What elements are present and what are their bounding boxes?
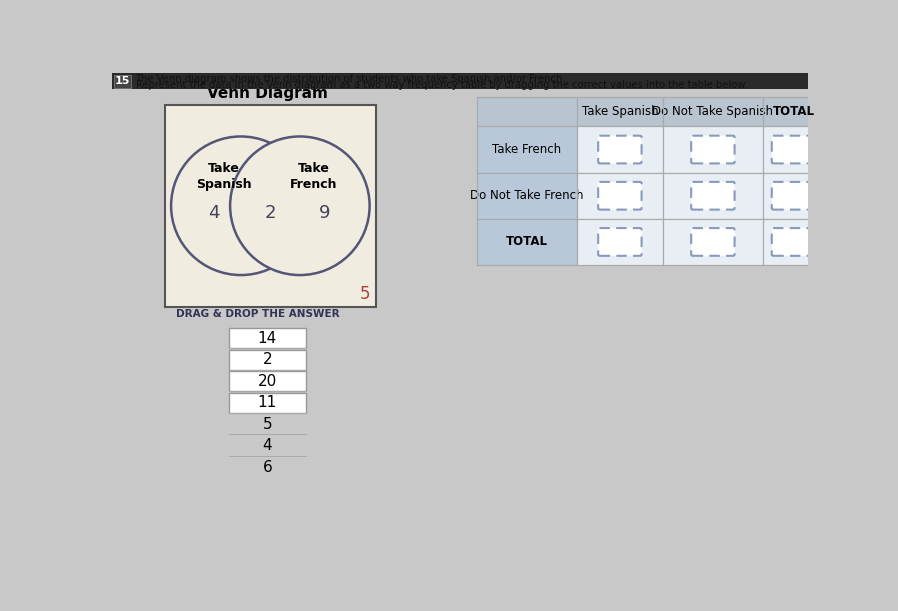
Text: Take
French: Take French (290, 162, 338, 191)
FancyBboxPatch shape (663, 219, 763, 265)
FancyBboxPatch shape (477, 97, 577, 126)
FancyBboxPatch shape (114, 75, 131, 88)
Text: 5: 5 (262, 417, 272, 432)
FancyBboxPatch shape (228, 371, 306, 391)
FancyBboxPatch shape (228, 393, 306, 413)
Text: 9: 9 (319, 205, 330, 222)
Text: 2: 2 (262, 353, 272, 367)
FancyBboxPatch shape (663, 173, 763, 219)
FancyBboxPatch shape (771, 228, 815, 256)
FancyBboxPatch shape (598, 136, 641, 163)
Text: 6: 6 (262, 460, 272, 475)
FancyBboxPatch shape (663, 126, 763, 173)
Text: Take
Spanish: Take Spanish (196, 162, 251, 191)
Text: 11: 11 (258, 395, 277, 411)
FancyBboxPatch shape (577, 97, 663, 126)
FancyBboxPatch shape (165, 105, 375, 307)
Text: TOTAL: TOTAL (772, 105, 814, 119)
Circle shape (172, 136, 311, 275)
Text: 4: 4 (208, 205, 219, 222)
FancyBboxPatch shape (228, 349, 306, 370)
FancyBboxPatch shape (691, 136, 735, 163)
FancyBboxPatch shape (691, 182, 735, 210)
Text: Take French: Take French (492, 143, 561, 156)
Text: Take Spanish: Take Spanish (582, 105, 658, 119)
FancyBboxPatch shape (771, 136, 815, 163)
Text: Do Not Take French: Do Not Take French (471, 189, 584, 202)
Text: Do Not Take Spanish: Do Not Take Spanish (652, 105, 773, 119)
FancyBboxPatch shape (691, 228, 735, 256)
Text: 20: 20 (258, 374, 277, 389)
Text: The Venn diagram shows the distribution of students who take Spanish and/or Fren: The Venn diagram shows the distribution … (136, 74, 566, 84)
FancyBboxPatch shape (598, 228, 641, 256)
Text: TOTAL: TOTAL (506, 235, 548, 249)
Text: 15: 15 (115, 76, 130, 86)
Text: 14: 14 (258, 331, 277, 346)
FancyBboxPatch shape (598, 182, 641, 210)
FancyBboxPatch shape (477, 219, 577, 265)
Text: Represent the data in the Venn diagram as a two way frequency table by dragging : Represent the data in the Venn diagram a… (136, 80, 747, 90)
FancyBboxPatch shape (477, 173, 577, 219)
FancyBboxPatch shape (763, 97, 823, 126)
FancyBboxPatch shape (771, 182, 815, 210)
Text: DRAG & DROP THE ANSWER: DRAG & DROP THE ANSWER (176, 309, 339, 320)
FancyBboxPatch shape (228, 328, 306, 348)
Text: 4: 4 (262, 439, 272, 453)
FancyBboxPatch shape (477, 126, 577, 173)
FancyBboxPatch shape (577, 126, 663, 173)
Text: Venn Diagram: Venn Diagram (207, 86, 328, 101)
Text: 5: 5 (360, 285, 370, 303)
FancyBboxPatch shape (763, 126, 823, 173)
FancyBboxPatch shape (112, 73, 808, 89)
FancyBboxPatch shape (763, 173, 823, 219)
Text: 2: 2 (265, 205, 276, 222)
Circle shape (230, 136, 370, 275)
FancyBboxPatch shape (577, 173, 663, 219)
FancyBboxPatch shape (577, 219, 663, 265)
FancyBboxPatch shape (663, 97, 763, 126)
FancyBboxPatch shape (763, 219, 823, 265)
